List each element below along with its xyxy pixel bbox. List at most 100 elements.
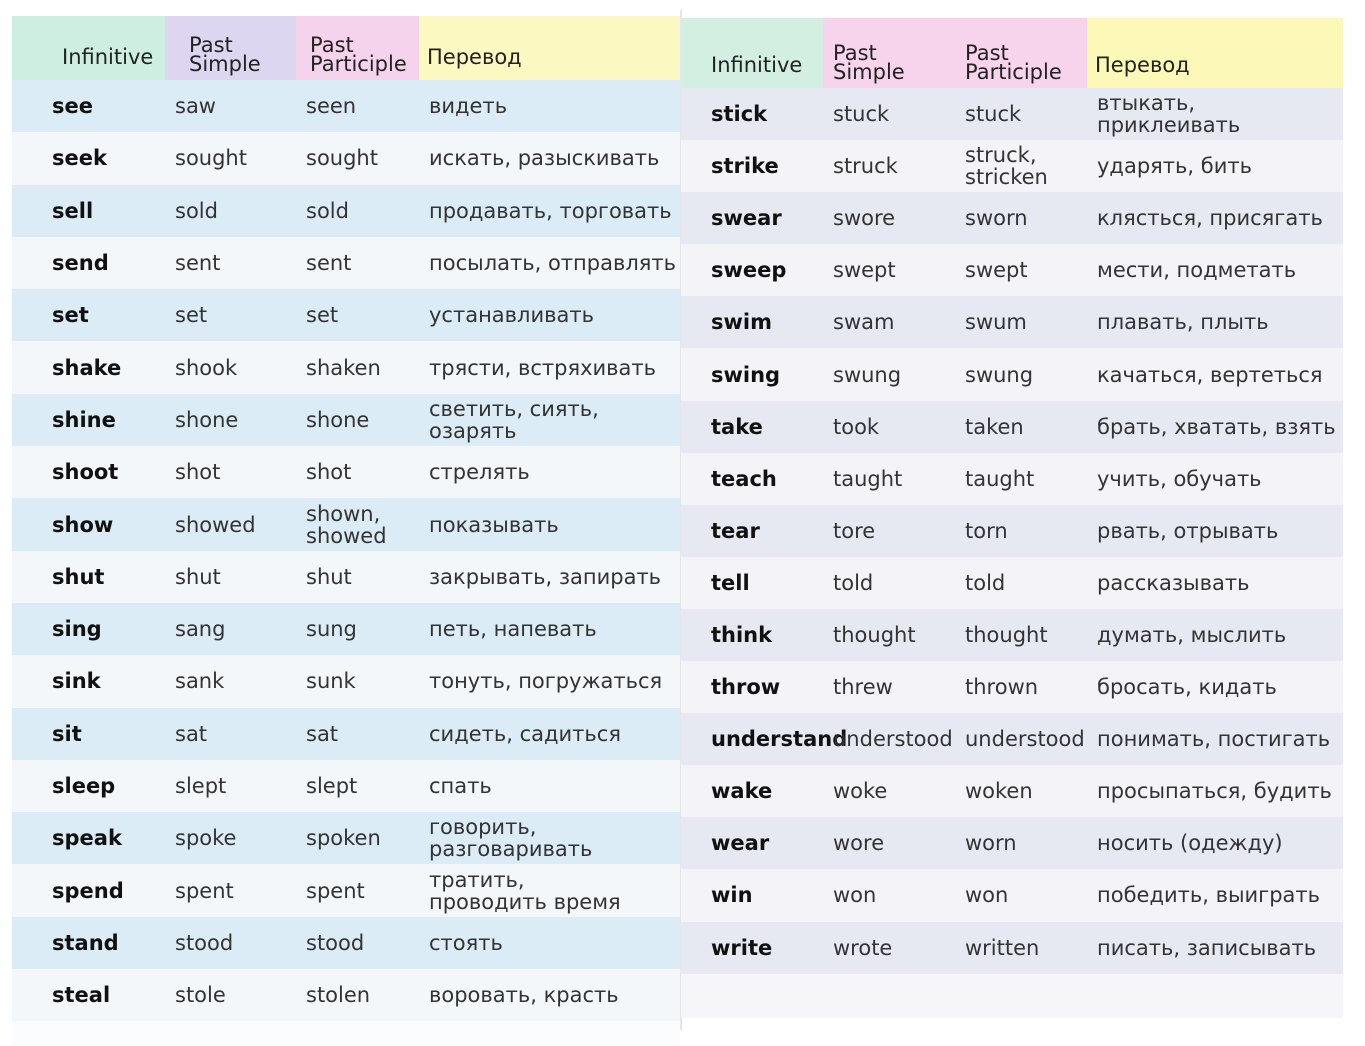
verb-infinitive: take <box>711 414 763 439</box>
verb-past-participle: taken <box>965 414 1024 439</box>
verb-infinitive: send <box>52 251 109 276</box>
verb-past-simple: wore <box>833 831 885 856</box>
verb-past-participle: shaken <box>306 355 381 380</box>
verb-translation: просыпаться, будить <box>1097 779 1332 804</box>
verb-past-participle: sunk <box>306 669 356 694</box>
verbs-table-right: Infinitive Past Simple Past Participle П… <box>681 18 1343 974</box>
table-row: strike struck struck, stricken ударять, бит… <box>681 140 1343 193</box>
header-translation: Перевод <box>419 16 680 80</box>
verb-infinitive: write <box>711 935 773 960</box>
verb-translation: бросать, кидать <box>1097 675 1277 700</box>
header-infinitive: Infinitive <box>681 18 823 88</box>
verb-past-participle: struck, stricken <box>965 143 1048 190</box>
verb-infinitive: shine <box>52 407 116 432</box>
verb-translation: понимать, постигать <box>1097 727 1331 752</box>
table-row: sink sank sunk тонуть, погружаться <box>12 655 680 708</box>
verb-past-participle: shut <box>306 564 352 589</box>
verb-past-participle: won <box>965 883 1009 908</box>
verb-translation: втыкать, приклеивать <box>1097 91 1241 138</box>
verb-translation: тонуть, погружаться <box>429 669 663 694</box>
verb-infinitive: show <box>52 512 114 537</box>
verb-translation: победить, выиграть <box>1097 883 1321 908</box>
verb-infinitive: strike <box>711 154 779 179</box>
verb-infinitive: steal <box>52 983 111 1008</box>
header-past-simple: Past Simple <box>165 16 296 80</box>
verb-translation: спать <box>429 774 492 798</box>
verb-past-simple: thought <box>833 622 916 647</box>
verb-past-simple: set <box>175 303 208 328</box>
verb-past-participle: written <box>965 935 1040 960</box>
verb-translation: думать, мыслить <box>1097 622 1287 647</box>
verb-past-participle: stolen <box>306 983 371 1008</box>
verb-past-simple: slept <box>175 774 227 798</box>
table-row: seek sought sought искать, разыскивать <box>12 132 680 185</box>
verb-translation: трясти, встряхивать <box>429 355 657 380</box>
table-row: stick stuck stuck втыкать, приклеивать <box>681 88 1343 141</box>
verb-past-participle: sold <box>306 198 349 223</box>
verb-infinitive: sweep <box>711 258 787 283</box>
table-row: shine shone shone светить, сиять, озарять <box>12 393 680 447</box>
table-row: tear tore torn рвать, отрывать <box>681 504 1343 557</box>
verb-past-simple: sank <box>175 669 225 694</box>
verb-translation: посылать, отправлять <box>429 251 677 276</box>
table-row: think thought thought думать, мыслить <box>681 608 1343 662</box>
verb-infinitive: stick <box>711 102 768 127</box>
verb-past-simple: woke <box>833 779 888 804</box>
verb-past-simple: sought <box>175 146 247 171</box>
verb-past-participle: worn <box>965 831 1017 856</box>
verb-past-participle: sworn <box>965 206 1028 231</box>
verb-past-participle: taught <box>965 466 1035 491</box>
verb-past-participle: slept <box>306 774 358 798</box>
verb-translation: клясться, присягать <box>1097 206 1323 231</box>
verb-infinitive: understand <box>711 727 848 752</box>
verb-translation: ударять, бить <box>1097 154 1252 179</box>
verb-translation: воровать, красть <box>429 983 619 1008</box>
header-translation: Перевод <box>1087 18 1343 88</box>
verb-infinitive: sell <box>52 198 94 223</box>
verb-infinitive: swear <box>711 206 782 231</box>
table-header-row: Infinitive Past Simple Past Participle П… <box>12 16 680 80</box>
table-row: sell sold sold продавать, торговать <box>12 184 680 237</box>
table-row: see saw seen видеть <box>12 80 680 133</box>
verb-infinitive: spend <box>52 878 124 903</box>
verb-past-simple: sat <box>175 721 208 746</box>
verb-translation: говорить, разговаривать <box>429 815 593 862</box>
verb-infinitive: tear <box>711 518 760 543</box>
verb-past-simple: spent <box>175 878 234 903</box>
verb-past-simple: shone <box>175 407 239 432</box>
verb-past-participle: woken <box>965 779 1033 804</box>
table-row: swim swam swum плавать, плыть <box>681 296 1343 349</box>
table-row: write wrote written писать, записывать <box>681 921 1343 974</box>
verb-past-simple: saw <box>175 94 216 119</box>
table-row: win won won победить, выиграть <box>681 869 1343 922</box>
verb-past-participle: stuck <box>965 102 1022 127</box>
verb-past-simple: tore <box>833 518 876 543</box>
verb-infinitive: tell <box>711 570 750 595</box>
verb-past-simple: swept <box>833 258 896 283</box>
verb-infinitive: seek <box>52 146 107 171</box>
verb-infinitive: win <box>711 883 753 908</box>
verb-past-simple: sent <box>175 251 221 276</box>
verb-translation: показывать <box>429 512 559 537</box>
header-past-participle: Past Participle <box>296 16 419 80</box>
verb-translation: учить, обучать <box>1097 466 1262 491</box>
verb-infinitive: speak <box>52 826 122 851</box>
verb-infinitive: sink <box>52 669 101 694</box>
table-row: understand understood understood понимать, … <box>681 713 1343 766</box>
verb-past-participle: swept <box>965 258 1028 283</box>
table-row: sing sang sung петь, напевать <box>12 602 680 656</box>
table-row: shut shut shut закрывать, запирать <box>12 550 680 603</box>
verb-translation: стоять <box>429 930 503 955</box>
verb-past-participle: thought <box>965 622 1048 647</box>
verb-infinitive: sleep <box>52 774 116 798</box>
verb-past-participle: told <box>965 570 1006 595</box>
table-row: sweep swept swept мести, подметать <box>681 244 1343 297</box>
verb-translation: закрывать, запирать <box>429 564 662 589</box>
table-row: teach taught taught учить, обучать <box>681 452 1343 505</box>
table-row: send sent sent посылать, отправлять <box>12 236 680 290</box>
verb-past-simple: threw <box>833 675 893 700</box>
table-row: shake shook shaken трясти, встряхивать <box>12 341 680 394</box>
table-row: throw threw thrown бросать, кидать <box>681 661 1343 714</box>
verb-past-participle: sought <box>306 146 378 171</box>
verb-past-participle: shot <box>306 460 352 485</box>
